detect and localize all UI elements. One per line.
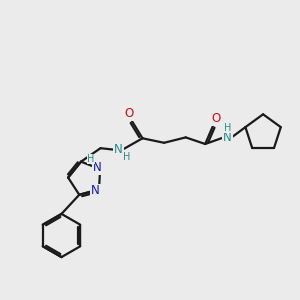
Text: N: N [114, 142, 123, 156]
Text: N: N [91, 184, 100, 197]
Text: N: N [223, 131, 232, 144]
Text: O: O [212, 112, 220, 125]
Text: N: N [93, 161, 101, 174]
Text: O: O [124, 106, 133, 120]
Text: H: H [224, 123, 231, 133]
Text: H: H [123, 152, 130, 162]
Text: H: H [87, 154, 95, 164]
